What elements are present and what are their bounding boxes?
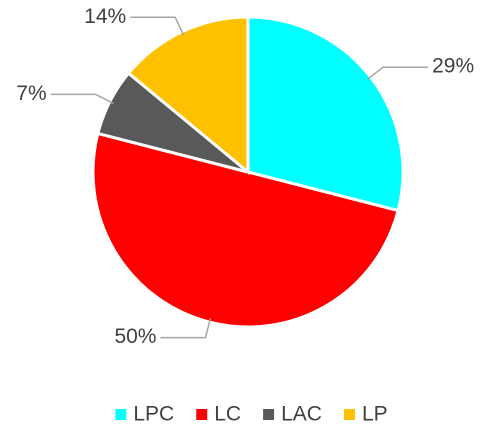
legend-label: LC [214,403,241,426]
leader-line [130,16,185,36]
legend-marker [263,409,275,420]
data-label: 29% [432,55,474,78]
legend-label: LAC [281,403,322,426]
legend-label: LP [362,403,388,426]
legend-marker [196,409,208,420]
legend: LPC LC LAC LP [115,403,388,426]
leader-line [50,93,114,105]
leader-line [366,66,429,81]
data-label: 14% [84,5,126,28]
legend-marker [115,409,127,420]
legend-marker [343,409,355,420]
data-label: 50% [114,325,156,348]
legend-label: LPC [133,403,174,426]
data-label: 7% [16,82,46,105]
leader-line [160,318,212,339]
